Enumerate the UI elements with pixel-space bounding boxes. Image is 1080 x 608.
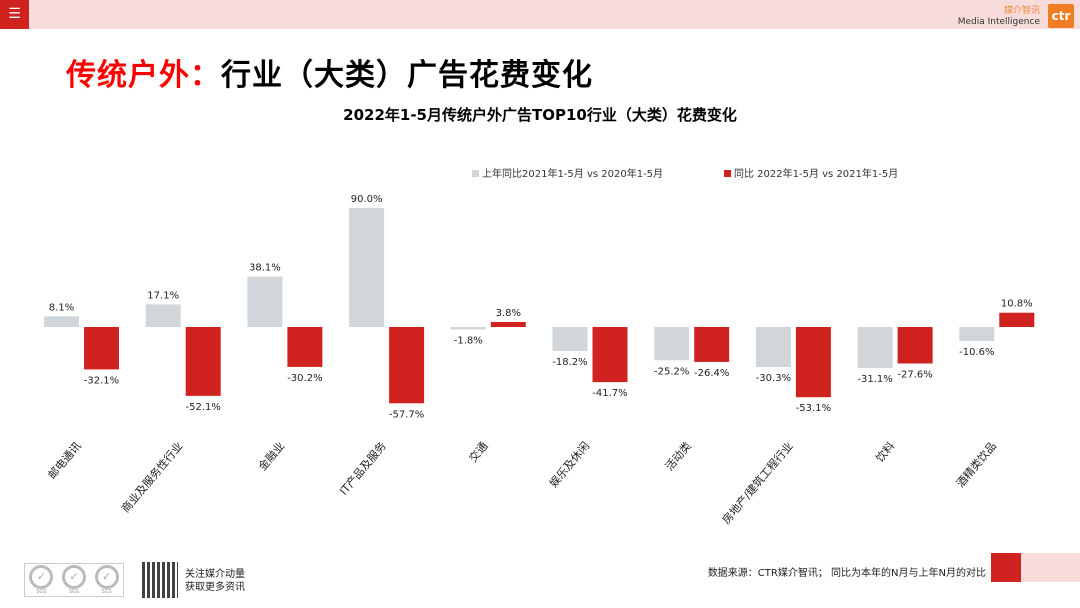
bar-chart: 上年同比2021年1-5月 vs 2020年1-5月 同比 2022年1-5月 v… [44, 167, 1035, 527]
data-label: 8.1% [49, 302, 74, 313]
legend-label: 同比 2022年1-5月 vs 2021年1-5月 [734, 167, 898, 180]
footer-block-red [991, 553, 1021, 582]
hamburger-icon: ☰ [8, 6, 21, 22]
top-bar [0, 0, 1080, 29]
sgs-label: SGS [101, 589, 112, 595]
category-label: 交通 [466, 439, 491, 465]
bar [795, 327, 831, 398]
category-label: IT产品及服务 [336, 439, 388, 498]
bar [389, 327, 425, 404]
bar [145, 304, 181, 327]
data-label: -18.2% [552, 357, 587, 368]
sgs-badge: ✓ SGS [27, 565, 55, 595]
bar [552, 327, 588, 352]
brand-en: Media Intelligence [957, 17, 1040, 27]
data-label: 17.1% [147, 290, 179, 301]
category-label: 娱乐及休闲 [546, 439, 592, 490]
bar [450, 327, 486, 330]
bar [959, 327, 995, 342]
data-label: 38.1% [249, 263, 281, 274]
follow-line2: 获取更多资讯 [185, 582, 245, 593]
data-label: -26.4% [694, 368, 729, 379]
category-label: 商业及服务性行业 [118, 439, 185, 515]
bar [44, 316, 79, 327]
category-label: 饮料 [873, 439, 898, 465]
sgs-label: SGS [36, 589, 47, 595]
sgs-check-icon: ✓ [61, 565, 86, 589]
bar [349, 208, 385, 327]
ctr-logo: ctr [1048, 4, 1074, 28]
data-label: -31.1% [857, 374, 892, 385]
data-label: -52.1% [186, 402, 221, 413]
bar [654, 327, 690, 361]
legend-swatch [724, 170, 731, 177]
data-label: -27.6% [897, 369, 932, 380]
bar [490, 321, 526, 327]
bar [592, 327, 628, 383]
data-label: -30.2% [287, 373, 322, 384]
sgs-badge: ✓ SGS [93, 565, 121, 595]
brand-cn: 媒介智讯 [1003, 6, 1040, 16]
data-label: 90.0% [351, 194, 383, 205]
bar [857, 327, 893, 369]
data-label: -1.8% [454, 335, 483, 346]
footer-block-pink [1021, 553, 1080, 582]
data-label: -10.6% [959, 347, 994, 358]
bar [999, 312, 1035, 327]
sgs-label: SGS [68, 589, 80, 595]
data-label: -32.1% [84, 375, 119, 386]
data-label: 3.8% [496, 308, 521, 319]
category-label: 酒精类饮品 [953, 439, 999, 490]
brand: 媒介智讯 Media Intelligence [958, 6, 1040, 28]
data-label: -57.7% [389, 409, 424, 420]
title-highlight: 传统户外： [66, 58, 221, 93]
bar [247, 276, 283, 327]
legend-label: 上年同比2021年1-5月 vs 2020年1-5月 [482, 167, 663, 180]
title-rest: 行业（大类）广告花费变化 [221, 58, 593, 93]
data-label: 10.8% [1001, 299, 1033, 310]
data-source: 数据来源：CTR媒介智讯； 同比为本年的N月与上年N月的对比 [707, 568, 986, 579]
bar [287, 327, 323, 367]
category-label: 活动类 [662, 439, 694, 473]
sgs-check-icon: ✓ [94, 565, 119, 589]
data-label: -25.2% [654, 366, 689, 377]
sgs-badge: ✓ SGS [60, 565, 88, 595]
chart-title: 2022年1-5月传统户外广告TOP10行业（大类）花费变化 [343, 106, 737, 124]
qr-code [142, 562, 178, 598]
page-title: 传统户外：行业（大类）广告花费变化 [66, 50, 593, 94]
menu-button[interactable]: ☰ [0, 0, 29, 29]
data-label: -41.7% [592, 388, 627, 399]
sgs-check-icon: ✓ [29, 565, 54, 589]
legend-swatch [472, 170, 479, 177]
data-label: -30.3% [756, 373, 791, 384]
bar [694, 327, 730, 362]
category-label: 房地产/建筑工程行业 [719, 439, 796, 527]
category-label: 邮电通讯 [46, 440, 84, 482]
bar [897, 327, 933, 364]
data-label: -53.1% [796, 403, 831, 414]
bar [84, 327, 119, 370]
follow-text: 关注媒介动量 获取更多资讯 [185, 568, 245, 594]
bar [755, 327, 791, 368]
follow-line1: 关注媒介动量 [185, 569, 245, 580]
category-label: 金融业 [255, 439, 287, 473]
bar [185, 327, 221, 396]
sgs-badges: ✓ SGS ✓ SGS ✓ SGS [24, 563, 124, 597]
